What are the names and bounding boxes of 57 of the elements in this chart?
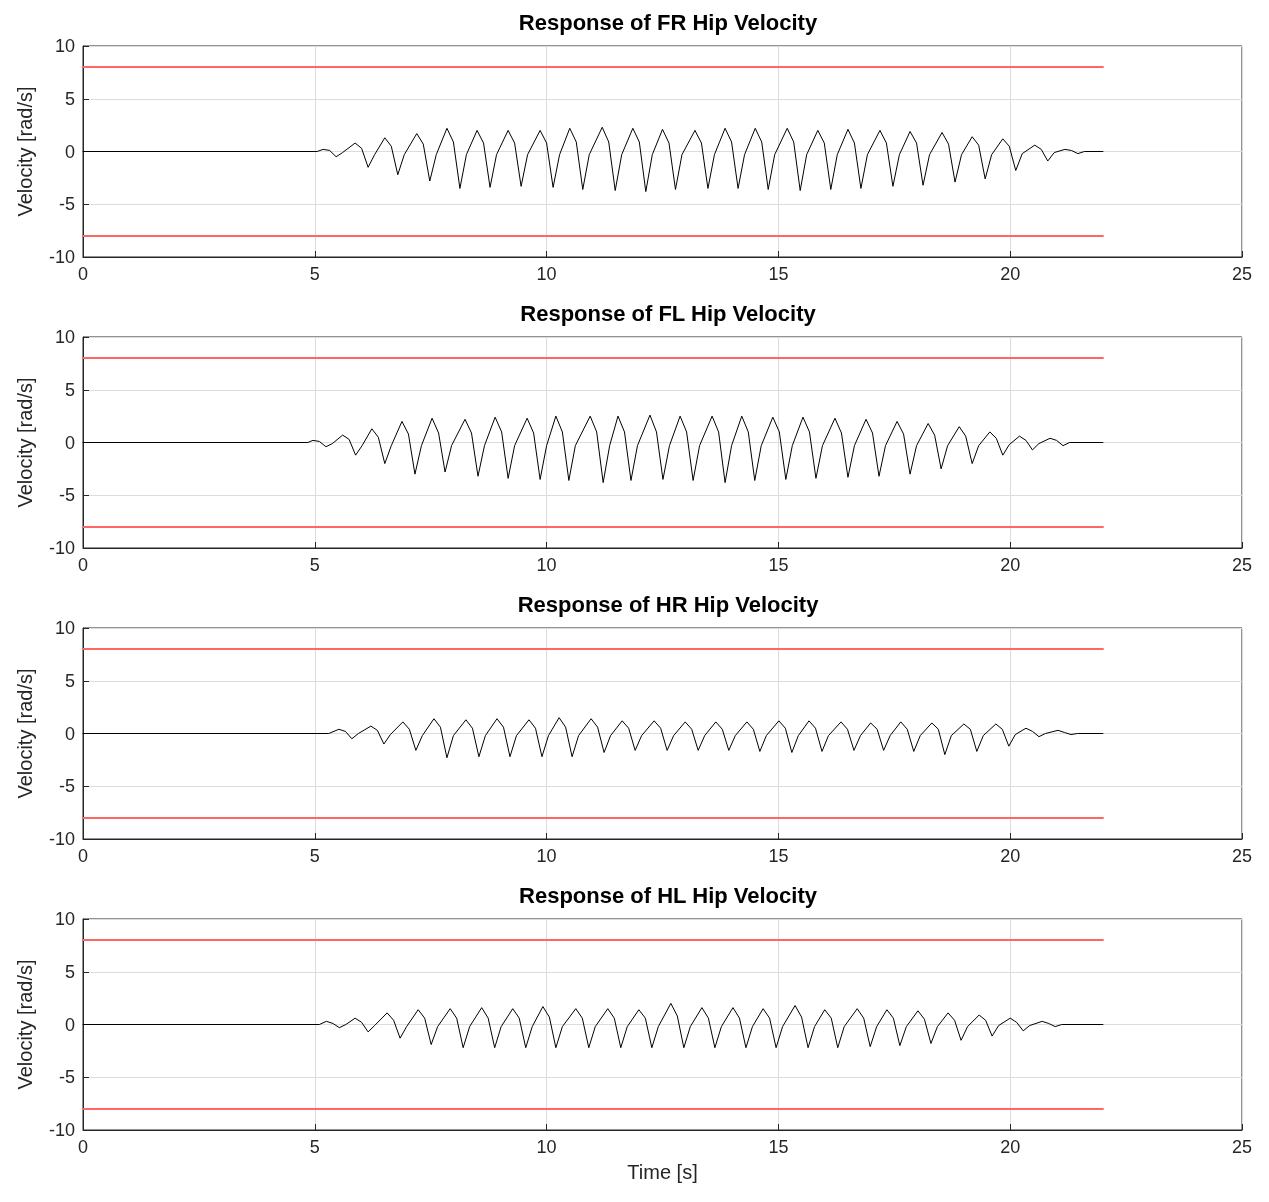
x-tick-label: 20: [1000, 264, 1021, 284]
y-tick-label: -5: [58, 1067, 75, 1088]
y-tick-label: 5: [64, 88, 75, 109]
x-tick-label: 20: [1000, 1137, 1021, 1157]
x-tick-label: 5: [309, 264, 320, 284]
line-series: [82, 414, 1104, 484]
x-tick-label: 10: [536, 555, 557, 575]
y-tick-label: -5: [58, 194, 75, 215]
x-tick-label: 0: [77, 1137, 89, 1157]
x-tick-label: 5: [309, 555, 320, 575]
y-tick-label: 10: [54, 618, 75, 638]
y-tick-label: 10: [54, 36, 75, 56]
y-tick-label: 0: [64, 1014, 75, 1035]
line-series: [82, 1002, 1104, 1049]
x-tick-label: 20: [1000, 555, 1021, 575]
y-tick-label: -5: [58, 776, 75, 797]
chart-title: Response of FL Hip Velocity: [520, 300, 817, 326]
y-tick-label: -10: [48, 1120, 75, 1140]
y-tick-label: -5: [58, 485, 75, 506]
y-axis-title: Velocity [rad/s]: [14, 959, 36, 1090]
y-tick-label: 0: [64, 432, 75, 453]
x-axis-title: Time [s]: [627, 1161, 698, 1183]
x-tick-label: 15: [768, 555, 789, 575]
y-axis-title: Velocity [rad/s]: [14, 377, 36, 508]
x-tick-label: 25: [1231, 846, 1253, 866]
x-tick-label: 0: [77, 846, 89, 866]
x-tick-label: 15: [768, 264, 789, 284]
x-tick-label: 25: [1231, 555, 1253, 575]
y-tick-label: -10: [48, 247, 75, 267]
y-axis-title: Velocity [rad/s]: [14, 86, 36, 217]
x-tick-label: 15: [768, 1137, 789, 1157]
x-tick-label: 0: [77, 264, 89, 284]
x-tick-label: 10: [536, 1137, 557, 1157]
y-tick-label: -10: [48, 538, 75, 558]
y-tick-label: -10: [48, 829, 75, 849]
x-tick-label: 25: [1231, 1137, 1253, 1157]
line-series: [82, 717, 1104, 759]
y-axis-title: Velocity [rad/s]: [14, 668, 36, 799]
chart-title: Response of FR Hip Velocity: [518, 9, 818, 35]
y-tick-label: 10: [54, 327, 75, 347]
y-tick-label: 0: [64, 141, 75, 162]
x-tick-label: 15: [768, 846, 789, 866]
y-tick-label: 0: [64, 723, 75, 744]
x-tick-label: 10: [536, 264, 557, 284]
line-series: [82, 126, 1104, 193]
chart-title: Response of HR Hip Velocity: [517, 591, 820, 617]
y-tick-label: 5: [64, 379, 75, 400]
chart-title: Response of HL Hip Velocity: [519, 882, 818, 908]
y-tick-label: 10: [54, 909, 75, 929]
x-tick-label: 25: [1231, 264, 1253, 284]
x-tick-label: 10: [536, 846, 557, 866]
y-tick-label: 5: [64, 961, 75, 982]
y-tick-label: 5: [64, 670, 75, 691]
x-tick-label: 20: [1000, 846, 1021, 866]
x-tick-label: 5: [309, 1137, 320, 1157]
x-tick-label: 0: [77, 555, 89, 575]
x-tick-label: 5: [309, 846, 320, 866]
